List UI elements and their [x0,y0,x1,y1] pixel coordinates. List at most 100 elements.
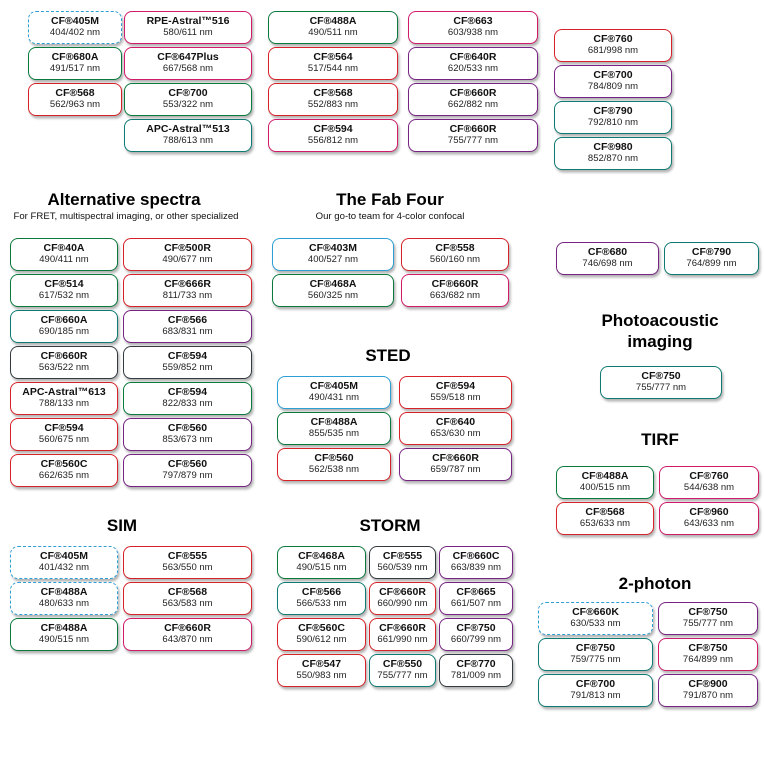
dye-wavelengths: 560/675 nm [38,434,90,446]
dye-wavelengths: 792/810 nm [587,117,639,129]
dye-name: CF®488A [40,586,88,599]
dye-chip: CF®547 550/983 nm [277,654,366,687]
dye-wavelengths: 661/990 nm [377,634,428,646]
dye-chip: CF®960 643/633 nm [659,502,759,535]
dye-wavelengths: 491/517 nm [49,63,101,75]
dye-name: CF®403M [309,242,357,255]
dye-name: CF®566 [167,314,208,327]
dye-name: CF®405M [310,380,358,393]
dye-wavelengths: 590/612 nm [296,634,347,646]
dye-chip: CF®660R 659/787 nm [399,448,512,481]
dye-chip: CF®700 784/809 nm [554,65,672,98]
dye-wavelengths: 562/538 nm [308,464,360,476]
chip-column-alt-1: CF®40A 490/411 nm CF®514 617/532 nm CF®660A 6… [10,238,118,487]
dye-wavelengths: 852/870 nm [587,153,639,165]
dye-name: CF®980 [593,141,633,154]
chip-column-fab-2: CF®558 560/160 nm CF®660R 663/682 nm [401,238,509,307]
dye-name: CF®666R [164,278,211,291]
dye-chip: CF®405M 404/402 nm [28,11,122,44]
dye-name: CF®547 [301,658,342,671]
dye-name: CF®660R [431,278,479,291]
dye-wavelengths: 630/533 nm [570,618,621,630]
chip-column-alt-2: CF®500R 490/677 nm CF®666R 811/733 nm CF®566… [123,238,252,487]
dye-chip: CF®488A 490/515 nm [10,618,118,651]
section-title-sim: SIM [106,516,138,535]
dye-name: CF®660R [40,350,88,363]
dye-wavelengths: 562/963 nm [49,99,101,111]
dye-chip: CF®680 746/698 nm [556,242,659,275]
dye-chip: CF®660R 660/990 nm [369,582,436,615]
dye-name: CF®660R [379,586,426,599]
dye-wavelengths: 401/432 nm [38,562,90,574]
dye-chip: CF®500R 490/677 nm [123,238,252,271]
dye-name: CF®660R [164,622,211,635]
dye-name: CF®558 [435,242,475,255]
dye-name: CF®488A [40,622,88,635]
dye-chip: CF®594 559/852 nm [123,346,252,379]
dye-chip: CF®647Plus 667/568 nm [124,47,252,80]
dye-wavelengths: 661/507 nm [450,598,502,610]
dye-wavelengths: 643/633 nm [683,518,735,530]
dye-chip: CF®555 560/539 nm [369,546,436,579]
dye-wavelengths: 560/160 nm [429,254,481,266]
dye-name: CF®660C [452,550,500,563]
dye-wavelengths: 400/527 nm [307,254,359,266]
dye-wavelengths: 797/879 nm [162,470,213,482]
dye-name: CF®500R [164,242,211,255]
dye-wavelengths: 563/583 nm [162,598,213,610]
dye-chip: CF®760 681/998 nm [554,29,672,62]
dye-wavelengths: 559/518 nm [430,392,481,404]
dye-chip: CF®594 560/675 nm [10,418,118,451]
section-title-tirf: TIRF [641,430,679,449]
dye-chip: CF®760 544/638 nm [659,466,759,499]
dye-wavelengths: 550/983 nm [296,670,347,682]
chip-column-top-5: CF®760 681/998 nm CF®700 784/809 nm CF®790 79… [554,29,672,170]
dye-wavelengths: 764/899 nm [682,654,734,666]
dye-name: CF®663 [453,15,493,28]
dye-wavelengths: 617/532 nm [38,290,90,302]
dye-wavelengths: 791/870 nm [682,690,734,702]
dye-chip: CF®555 563/550 nm [123,546,252,579]
dye-chip: RPE-Astral™516 580/611 nm [124,11,252,44]
dye-chip: CF®700 553/322 nm [124,83,252,116]
dye-chip: CF®568 563/583 nm [123,582,252,615]
dye-name: CF®560 [314,452,354,465]
dye-chip: CF®660R 643/870 nm [123,618,252,651]
chip-column-top-3: CF®488A 490/511 nm CF®564 517/544 nm CF®568 5… [268,11,398,152]
dye-chip: CF®660R 663/682 nm [401,274,509,307]
chip-column-storm-3: CF®660C 663/839 nm CF®665 661/507 nm CF®750 6… [439,546,513,687]
dye-name: CF®488A [309,15,357,28]
dye-wavelengths: 563/550 nm [162,562,213,574]
section-title-alternative: Alternative spectra [47,190,201,209]
dye-wavelengths: 603/938 nm [447,27,499,39]
dye-chip: CF®560C 590/612 nm [277,618,366,651]
dye-wavelengths: 764/899 nm [686,258,737,270]
dye-chip: CF®660K 630/533 nm [538,602,653,635]
dye-wavelengths: 755/777 nm [377,670,428,682]
dye-chip: CF®566 683/831 nm [123,310,252,343]
chip-column-twophoton-2: CF®750 755/777 nm CF®750 764/899 nm CF®900 79… [658,602,758,707]
dye-name: CF®760 [593,33,633,46]
dye-chip: CF®660C 663/839 nm [439,546,513,579]
dye-name: CF®514 [44,278,84,291]
dye-name: CF®700 [575,678,616,691]
dye-chip: CF®488A 490/511 nm [268,11,398,44]
dye-name: CF®555 [167,550,208,563]
section-subtitle-alternative: For FRET, multispectral imaging, or othe… [13,211,239,222]
dye-wavelengths: 781/009 nm [450,670,502,682]
dye-name: CF®660A [40,314,88,327]
dye-wavelengths: 663/839 nm [450,562,502,574]
dye-name: CF®790 [593,105,633,118]
dye-wavelengths: 653/633 nm [579,518,631,530]
dye-wavelengths: 559/852 nm [162,362,213,374]
chip-column-sted-2: CF®594 559/518 nm CF®640 653/630 nm CF®660R 6… [399,376,512,481]
section-subtitle-fab-four: Our go-to team for 4-color confocal [315,211,465,222]
dye-chip: CF®488A 855/535 nm [277,412,391,445]
dye-chip: CF®750 660/799 nm [439,618,513,651]
dye-wavelengths: 659/787 nm [430,464,481,476]
dye-chip: CF®560 562/538 nm [277,448,391,481]
dye-wavelengths: 755/777 nm [682,618,734,630]
dye-chip: CF®594 822/833 nm [123,382,252,415]
dye-wavelengths: 755/777 nm [447,135,499,147]
